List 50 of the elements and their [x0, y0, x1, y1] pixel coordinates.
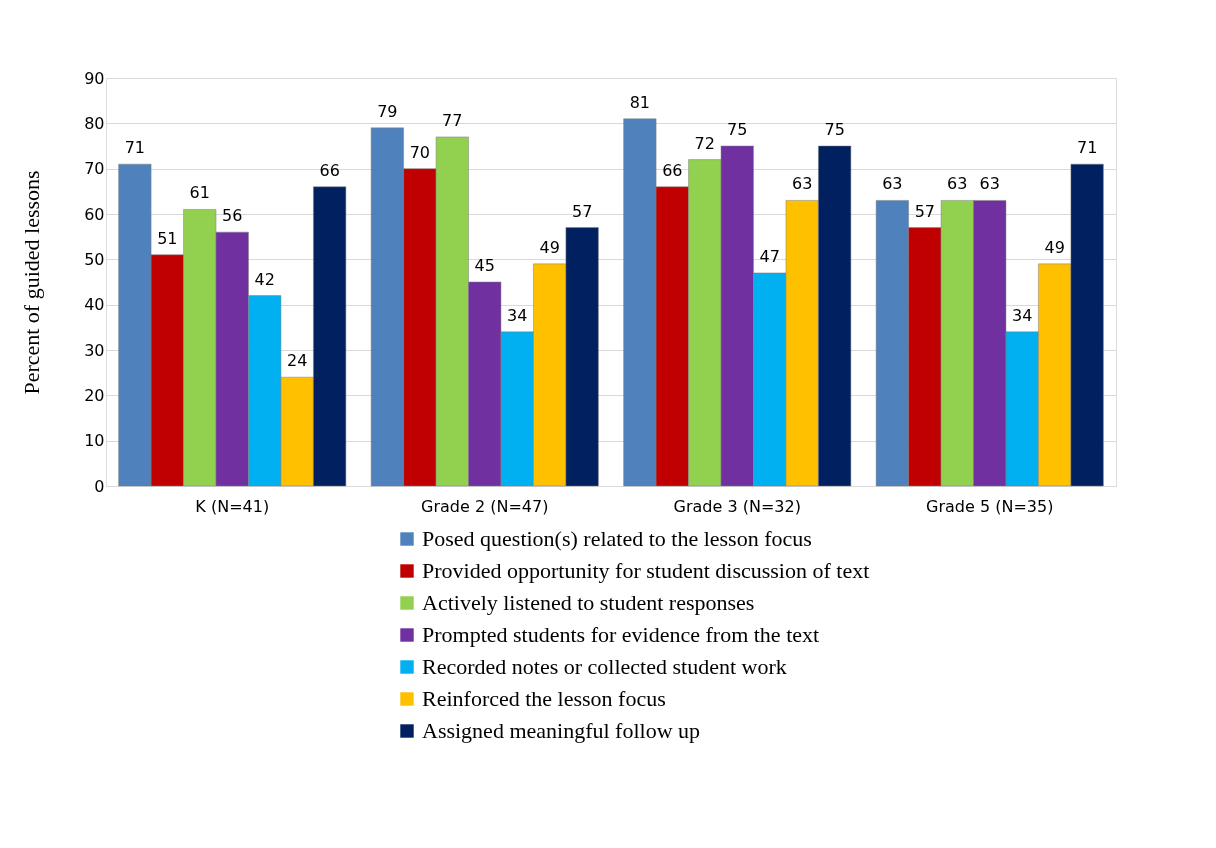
- y-tick-label: 10: [84, 431, 105, 451]
- legend-label: Actively listened to student responses: [422, 590, 755, 615]
- y-tick-label: 80: [84, 113, 105, 133]
- legend-label: Reinforced the lesson focus: [422, 686, 666, 711]
- data-label: 57: [914, 201, 935, 221]
- legend-label: Prompted students for evidence from the text: [422, 622, 820, 647]
- y-tick-label: 70: [84, 159, 105, 179]
- data-label: 34: [507, 305, 528, 325]
- data-label: 66: [319, 160, 340, 180]
- x-tick-label: Grade 3 (N=32): [673, 496, 801, 516]
- data-label: 63: [979, 174, 1000, 194]
- x-tick-label: Grade 2 (N=47): [421, 496, 549, 516]
- data-label: 49: [539, 237, 560, 257]
- y-tick-label: 60: [84, 204, 105, 224]
- data-label: 70: [409, 142, 430, 162]
- data-label: 56: [222, 206, 243, 226]
- y-tick-label: 0: [94, 476, 105, 496]
- data-label: 24: [287, 351, 308, 371]
- data-label: 45: [474, 256, 495, 275]
- y-tick-label: 20: [84, 385, 105, 405]
- data-label: 75: [727, 120, 748, 139]
- data-label: 81: [629, 92, 651, 112]
- y-tick-label: 30: [84, 340, 105, 360]
- data-label: 63: [792, 174, 813, 194]
- data-label: 71: [1076, 138, 1098, 158]
- legend-label: Recorded notes or collected student work: [422, 654, 787, 679]
- data-label: 71: [124, 138, 146, 158]
- x-tick-label: Grade 5 (N=35): [926, 496, 1054, 516]
- data-label: 72: [694, 133, 715, 153]
- y-axis-title: Percent of guided lessons: [19, 170, 45, 395]
- data-label: 75: [824, 120, 845, 139]
- data-label: 77: [442, 110, 463, 130]
- data-label: 63: [882, 174, 903, 194]
- y-tick-label: 90: [84, 68, 105, 88]
- x-tick-label: K (N=41): [195, 496, 270, 516]
- data-label: 63: [947, 174, 968, 194]
- legend-label: Provided opportunity for student discussion of text: [422, 558, 870, 583]
- y-tick-label: 50: [84, 249, 105, 269]
- data-label: 42: [254, 269, 275, 289]
- data-label: 49: [1044, 237, 1065, 257]
- data-label: 79: [377, 101, 398, 121]
- data-label: 34: [1012, 305, 1033, 325]
- data-label: 51: [157, 228, 178, 248]
- data-label: 61: [189, 183, 210, 203]
- y-tick-label: 40: [84, 295, 105, 315]
- data-label: 47: [759, 246, 780, 266]
- legend-label: Posed question(s) related to the lesson focus: [422, 526, 812, 551]
- data-label: 66: [662, 160, 683, 180]
- data-label: 57: [571, 201, 593, 221]
- legend-label: Assigned meaningful follow up: [422, 718, 701, 743]
